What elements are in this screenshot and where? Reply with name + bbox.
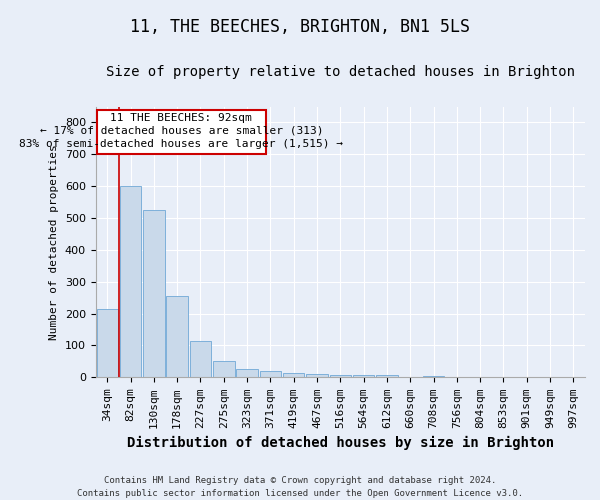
Bar [213,362,235,378]
Bar [190,340,211,378]
Text: 11 THE BEECHES: 92sqm: 11 THE BEECHES: 92sqm [110,112,252,122]
Bar [166,296,188,378]
X-axis label: Distribution of detached houses by size in Brighton: Distribution of detached houses by size … [127,436,554,450]
Text: ← 17% of detached houses are smaller (313): ← 17% of detached houses are smaller (31… [40,126,323,136]
Bar [283,372,304,378]
Title: Size of property relative to detached houses in Brighton: Size of property relative to detached ho… [106,65,575,79]
Bar [423,376,444,378]
Bar [353,374,374,378]
Text: Contains HM Land Registry data © Crown copyright and database right 2024.: Contains HM Land Registry data © Crown c… [104,476,496,485]
Text: 83% of semi-detached houses are larger (1,515) →: 83% of semi-detached houses are larger (… [19,140,343,149]
Bar [329,374,351,378]
Bar [120,186,142,378]
Bar [306,374,328,378]
Text: 11, THE BEECHES, BRIGHTON, BN1 5LS: 11, THE BEECHES, BRIGHTON, BN1 5LS [130,18,470,36]
Bar [97,309,118,378]
Bar [143,210,164,378]
Text: Contains public sector information licensed under the Open Government Licence v3: Contains public sector information licen… [77,488,523,498]
Bar [260,371,281,378]
Y-axis label: Number of detached properties: Number of detached properties [49,144,59,340]
FancyBboxPatch shape [97,110,266,154]
Bar [236,368,258,378]
Bar [376,374,398,378]
